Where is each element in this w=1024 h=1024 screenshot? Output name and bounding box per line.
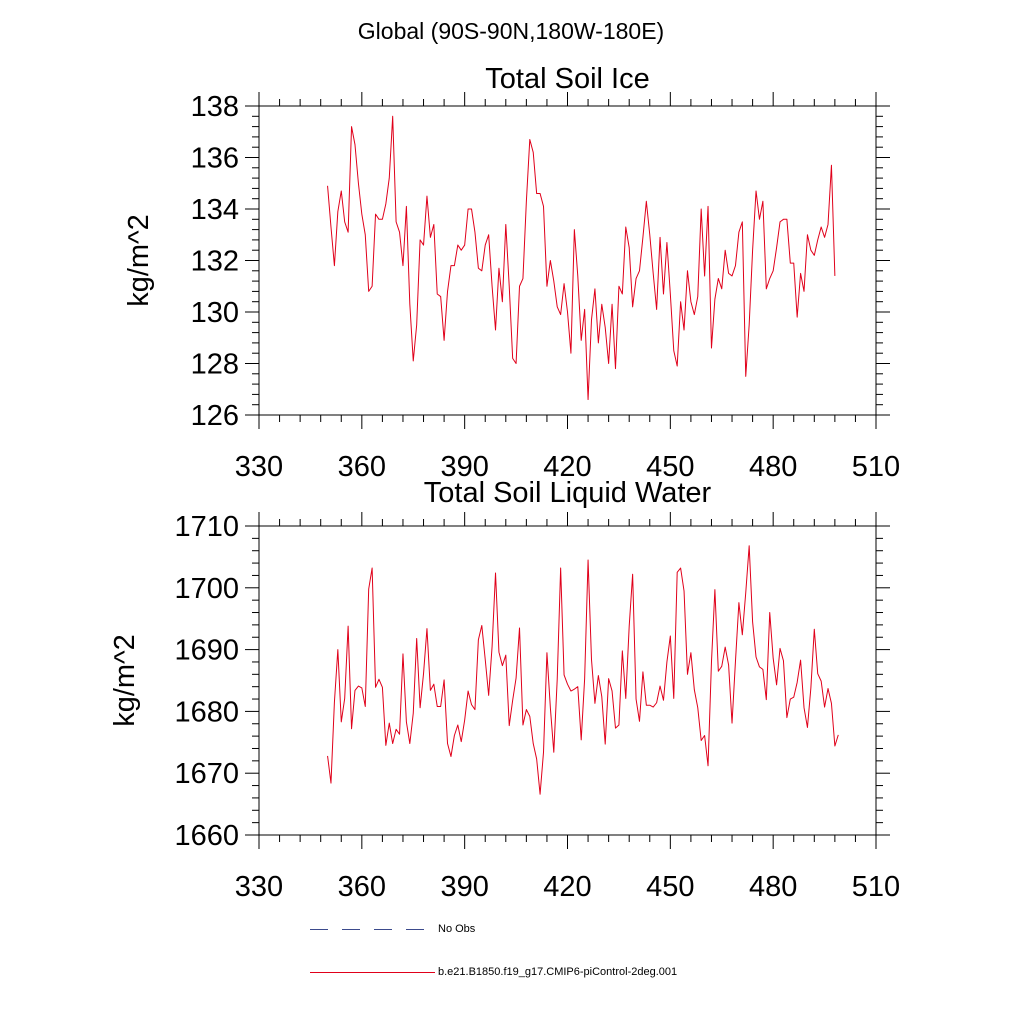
- y-tick-label: 1710: [174, 511, 239, 543]
- y-axis-label: kg/m^2: [109, 634, 141, 727]
- y-tick-label: 126: [191, 400, 239, 432]
- chart-panel-2: Total Soil Liquid Water kg/m^2 1660 1670 168…: [109, 477, 900, 903]
- chart-title: Total Soil Liquid Water: [424, 477, 712, 509]
- y-tick-label: 128: [191, 349, 239, 381]
- x-tick-label: 420: [543, 451, 591, 483]
- legend-item-obs: No Obs: [310, 923, 475, 935]
- y-tick-label: 1700: [174, 573, 239, 605]
- y-tick-label: 1690: [174, 635, 239, 667]
- plot-frame: [258, 525, 877, 836]
- legend-label-obs: No Obs: [438, 923, 476, 935]
- x-tick-label: 420: [543, 871, 591, 903]
- x-tick-label: 390: [440, 871, 488, 903]
- x-tick-label: 510: [852, 871, 900, 903]
- legend-item-model: b.e21.B1850.f19_g17.CMIP6-piControl-2deg…: [310, 966, 677, 978]
- y-tick-label: 134: [191, 194, 239, 226]
- legend-solid-line-sample: [310, 971, 435, 973]
- legend-dashed-line-sample: [310, 928, 435, 930]
- page-title: Global (90S-90N,180W-180E): [357, 18, 665, 44]
- x-tick-label: 480: [749, 871, 797, 903]
- y-tick-label: 1660: [174, 820, 239, 852]
- x-tick-label: 360: [338, 871, 386, 903]
- y-tick-label: 1680: [174, 696, 239, 728]
- chart-panel-1: Total Soil Ice kg/m^2 126 128 130 132 134 136 13…: [123, 63, 900, 483]
- x-tick-label: 450: [646, 451, 694, 483]
- y-tick-label: 1670: [174, 758, 239, 790]
- x-tick-label: 330: [235, 451, 283, 483]
- chart-title: Total Soil Ice: [485, 63, 649, 95]
- series-line: [327, 115, 836, 401]
- x-tick-label: 450: [646, 871, 694, 903]
- y-tick-label: 132: [191, 246, 239, 278]
- legend-label-model: b.e21.B1850.f19_g17.CMIP6-piControl-2deg…: [438, 966, 678, 978]
- y-axis-label: kg/m^2: [123, 214, 155, 307]
- x-tick-label: 360: [338, 451, 386, 483]
- y-tick-label: 136: [191, 143, 239, 175]
- y-tick-label: 138: [191, 91, 239, 123]
- x-tick-label: 510: [852, 451, 900, 483]
- plot-frame: [258, 105, 877, 416]
- x-tick-label: 330: [235, 871, 283, 903]
- x-tick-label: 390: [440, 451, 488, 483]
- series-line: [327, 545, 839, 795]
- y-tick-label: 130: [191, 297, 239, 329]
- x-tick-label: 480: [749, 451, 797, 483]
